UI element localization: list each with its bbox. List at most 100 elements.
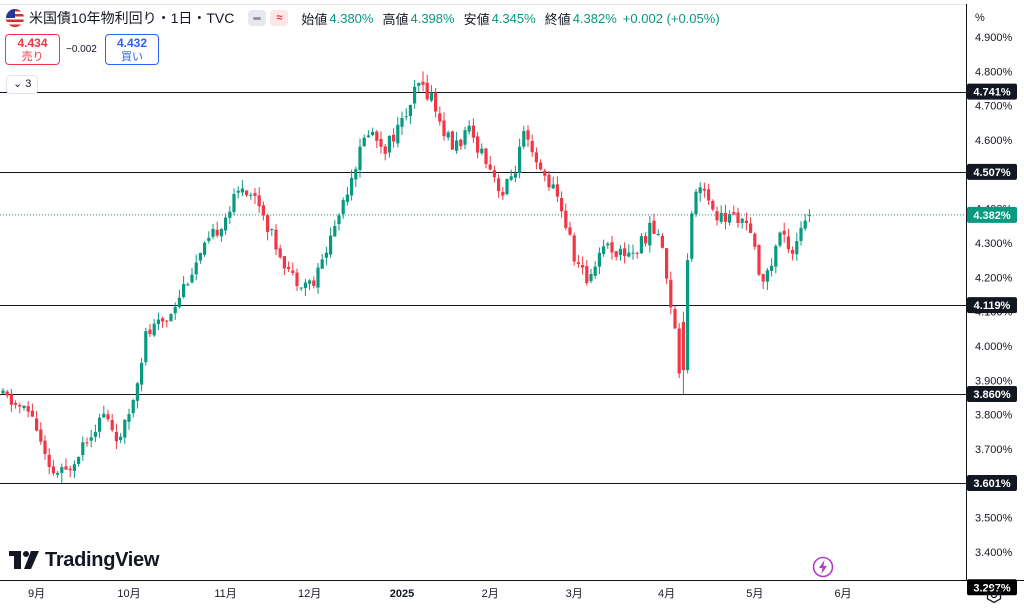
candle <box>677 323 681 379</box>
candle <box>312 276 316 289</box>
candle <box>291 262 295 276</box>
y-tick-label: 4.700% <box>975 101 1013 113</box>
candle <box>408 104 412 124</box>
candle <box>362 134 366 147</box>
x-tick-label: 10月 <box>117 588 140 600</box>
candle <box>442 112 446 141</box>
candle <box>509 169 513 182</box>
open-label: 始値 <box>301 11 328 27</box>
candle <box>236 186 240 199</box>
spread-value: −0.002 <box>66 44 97 55</box>
y-tick-label: 4.600% <box>975 135 1013 147</box>
y-tick-label: 4.800% <box>975 66 1013 78</box>
candle <box>56 471 60 478</box>
candle <box>39 422 43 445</box>
symbol-title[interactable]: 米国債10年物利回り・1日・TVC <box>29 10 235 26</box>
candle <box>295 268 299 291</box>
candle <box>497 173 501 198</box>
candle <box>131 398 135 418</box>
candle <box>257 187 261 213</box>
candle <box>698 182 702 202</box>
candle <box>555 176 559 203</box>
candle <box>308 279 312 291</box>
candle <box>22 405 26 411</box>
svg-text:3.860%: 3.860% <box>973 389 1011 401</box>
candle <box>774 244 778 274</box>
tradingview-logo[interactable]: TradingView <box>9 548 159 572</box>
us-flag-icon <box>6 9 24 27</box>
price-axis[interactable]: 3.400%3.500%3.600%3.700%3.800%3.900%4.00… <box>967 32 1017 596</box>
candle <box>673 306 677 330</box>
candle <box>799 221 803 246</box>
candle <box>753 232 757 250</box>
candle <box>194 254 198 281</box>
svg-text:4.119%: 4.119% <box>974 300 1011 312</box>
y-tick-label: 3.800% <box>975 410 1013 422</box>
candle <box>505 178 509 196</box>
candle <box>665 248 669 285</box>
candle <box>35 410 39 432</box>
candle <box>98 413 102 438</box>
candle <box>765 267 769 290</box>
candles-layer <box>1 71 811 484</box>
candle <box>350 169 354 201</box>
svg-text:3.601%: 3.601% <box>973 478 1011 490</box>
candle <box>371 127 375 137</box>
candle <box>648 215 652 253</box>
candle <box>182 276 186 299</box>
candle <box>224 213 228 235</box>
x-tick-label: 3月 <box>566 588 583 600</box>
x-tick-label: 12月 <box>298 588 321 600</box>
candle <box>81 436 85 461</box>
svg-text:4.382%: 4.382% <box>973 210 1011 222</box>
svg-text:4.507%: 4.507% <box>973 167 1011 179</box>
candle <box>26 400 30 418</box>
candle <box>148 323 152 337</box>
candle <box>434 88 438 118</box>
line-price-tag-3: 4.119% <box>967 297 1017 314</box>
candle <box>593 261 597 279</box>
candle <box>110 413 114 433</box>
candle <box>341 197 345 219</box>
candle <box>119 433 123 444</box>
candle <box>219 228 223 242</box>
y-tick-label: 3.900% <box>975 375 1013 387</box>
visibility-toggle-icon[interactable] <box>248 10 267 26</box>
candle <box>249 192 253 200</box>
candle <box>581 256 585 275</box>
candle <box>803 214 807 232</box>
settings-gear-icon[interactable] <box>985 586 1003 604</box>
candle <box>618 245 622 261</box>
buy-label: 買い <box>121 51 143 63</box>
candle <box>568 221 572 236</box>
candle <box>375 129 379 149</box>
sell-button[interactable]: 4.434 売り <box>5 34 60 65</box>
candle <box>652 213 656 235</box>
candle <box>9 388 13 412</box>
lightning-icon[interactable] <box>812 556 834 578</box>
candle <box>551 176 555 189</box>
candle <box>723 204 727 230</box>
time-axis[interactable]: 9月 10月 11月 12月 2025 2月 3月 4月 5月 6月 <box>28 588 852 600</box>
candle <box>761 273 765 289</box>
y-tick-label: 4.000% <box>975 341 1013 353</box>
candle <box>450 130 454 150</box>
candle <box>303 278 307 297</box>
buy-button[interactable]: 4.432 買い <box>105 34 159 65</box>
line-price-tag-5: 3.601% <box>967 474 1017 491</box>
candle <box>614 251 618 261</box>
candle <box>282 256 286 276</box>
tradingview-logo-icon <box>9 551 39 569</box>
indicators-collapse-button[interactable]: ⌄ 3 <box>6 75 39 94</box>
candle <box>228 206 232 225</box>
candle <box>387 135 391 158</box>
candle <box>299 287 303 292</box>
approx-toggle-icon[interactable]: ≈ <box>270 10 289 26</box>
candle <box>93 424 97 443</box>
candle <box>656 229 660 237</box>
candle <box>30 403 34 417</box>
candle <box>522 125 526 150</box>
chevron-down-icon: ⌄ <box>13 78 23 90</box>
high-value: 4.398% <box>410 10 455 26</box>
